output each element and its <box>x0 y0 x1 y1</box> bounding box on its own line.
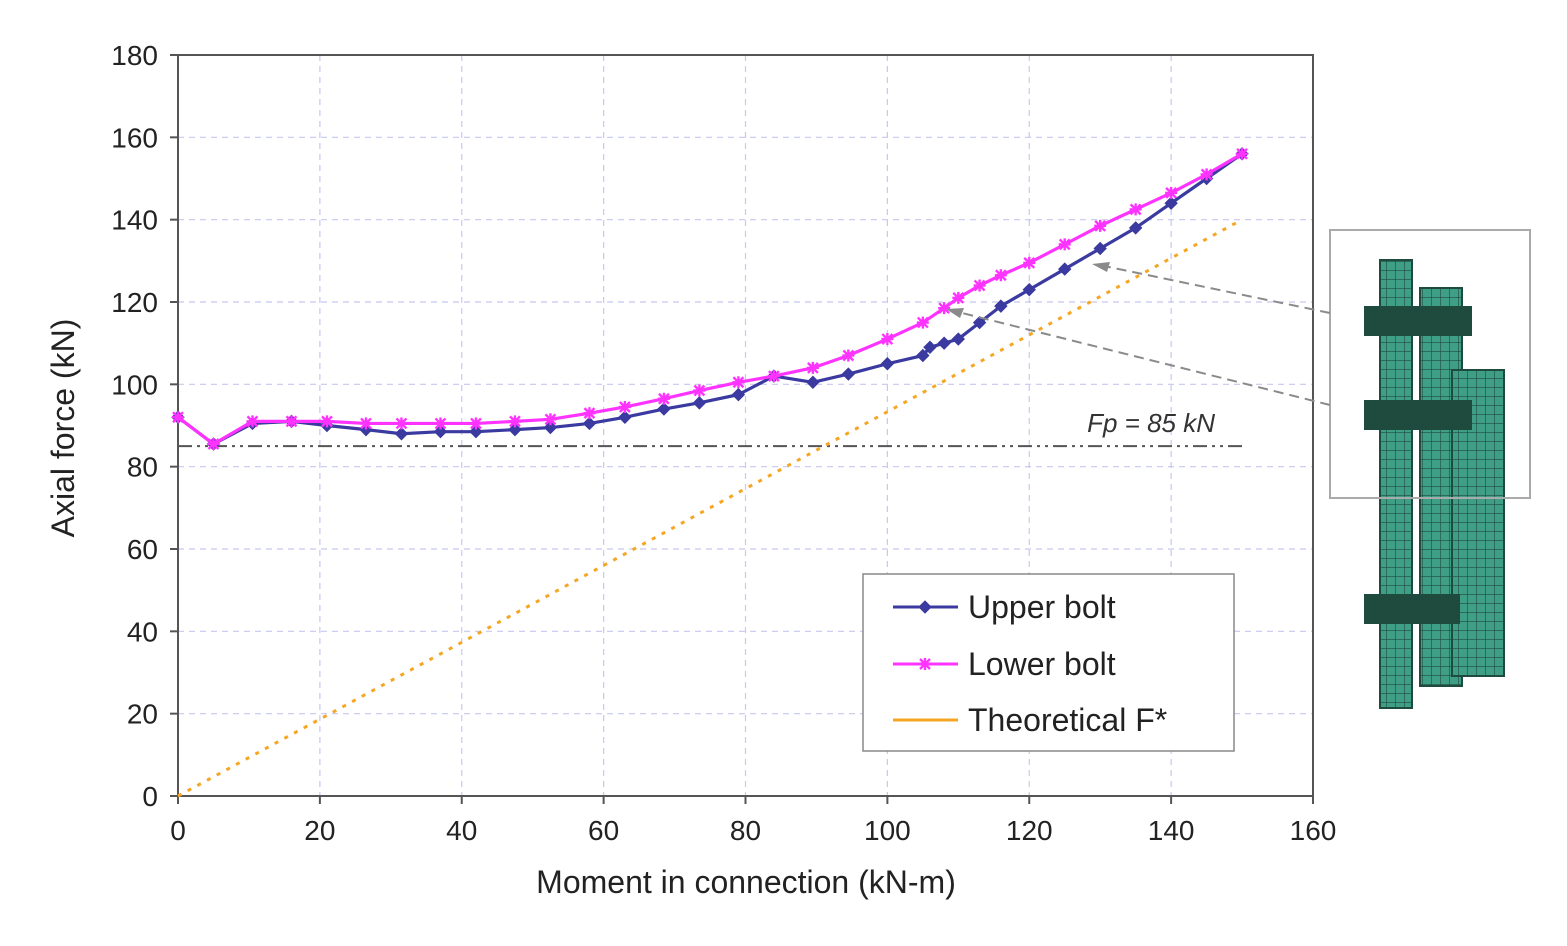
y-tick-label: 140 <box>111 205 158 236</box>
data-point-lower-bolt <box>320 415 333 428</box>
data-point-lower-bolt <box>916 316 929 329</box>
y-tick-label: 100 <box>111 369 158 400</box>
x-tick-label: 0 <box>170 815 186 846</box>
data-point-upper-bolt <box>841 367 856 381</box>
data-point-lower-bolt <box>1094 219 1107 232</box>
data-point-lower-bolt <box>469 417 482 430</box>
data-point-upper-bolt <box>1058 262 1072 276</box>
data-point-lower-bolt <box>359 417 372 430</box>
series-layer <box>171 147 1249 798</box>
y-tick-label: 180 <box>111 40 158 71</box>
data-point-lower-bolt <box>207 438 220 451</box>
x-tick-label: 120 <box>1006 815 1053 846</box>
y-tick-label: 60 <box>127 534 158 565</box>
x-tick-label: 80 <box>730 815 761 846</box>
fe-mesh-image <box>1364 259 1505 709</box>
data-point-lower-bolt <box>732 376 745 389</box>
data-point-lower-bolt <box>172 411 184 424</box>
data-point-upper-bolt <box>543 420 558 435</box>
data-point-upper-bolt <box>916 348 930 363</box>
data-point-lower-bolt <box>285 415 298 428</box>
data-point-lower-bolt <box>544 413 557 426</box>
data-point-upper-bolt <box>394 427 409 441</box>
data-point-lower-bolt <box>1200 168 1213 181</box>
y-tick-label: 40 <box>127 616 158 647</box>
data-point-lower-bolt <box>881 333 894 346</box>
data-point-lower-bolt <box>693 384 706 397</box>
legend-marker-upper-bolt <box>918 600 932 614</box>
data-point-upper-bolt <box>692 396 707 410</box>
x-tick-label: 20 <box>304 815 335 846</box>
data-point-lower-bolt <box>767 370 780 383</box>
data-point-upper-bolt <box>972 315 987 330</box>
data-point-upper-bolt <box>806 375 820 389</box>
data-point-lower-bolt <box>1236 147 1249 160</box>
mesh-inset <box>946 229 1531 709</box>
y-tick-label: 120 <box>111 287 158 318</box>
data-point-upper-bolt <box>657 402 671 416</box>
x-tick-label: 140 <box>1148 815 1195 846</box>
fp-annotation: Fp = 85 kN <box>1087 408 1215 438</box>
data-point-lower-bolt <box>434 417 447 430</box>
data-point-lower-bolt <box>806 361 819 374</box>
y-tick-label: 80 <box>127 452 158 483</box>
data-point-lower-bolt <box>938 302 951 315</box>
leader-line-upper <box>1103 265 1331 314</box>
x-tick-label: 100 <box>864 815 911 846</box>
data-point-upper-bolt <box>469 424 483 439</box>
axes-layer: 0 20 40 60 80 100 120 140 160 0 20 40 60 80 100 120 140 1… <box>111 40 1336 846</box>
data-point-upper-bolt <box>582 416 597 431</box>
data-point-upper-bolt <box>433 424 448 439</box>
data-point-upper-bolt <box>880 357 895 371</box>
y-tick-label: 0 <box>142 781 158 812</box>
legend-marker-lower-bolt <box>919 658 931 670</box>
y-axis-label: Axial force (kN) <box>45 319 81 538</box>
data-point-lower-bolt <box>994 269 1007 282</box>
data-point-lower-bolt <box>395 417 408 430</box>
y-tick-label: 20 <box>127 699 158 730</box>
data-point-lower-bolt <box>508 415 521 428</box>
data-point-lower-bolt <box>952 291 965 304</box>
y-tick-label: 160 <box>111 122 158 153</box>
data-point-upper-bolt <box>994 299 1008 313</box>
data-point-upper-bolt <box>1128 221 1143 235</box>
data-point-lower-bolt <box>246 415 259 428</box>
x-tick-label: 40 <box>446 815 477 846</box>
data-point-lower-bolt <box>1023 256 1036 269</box>
data-point-upper-bolt <box>1022 282 1036 297</box>
data-point-lower-bolt <box>973 279 986 292</box>
data-point-upper-bolt <box>1093 241 1107 256</box>
data-point-lower-bolt <box>1165 186 1178 199</box>
data-point-lower-bolt <box>1129 203 1142 216</box>
data-point-upper-bolt <box>923 340 937 354</box>
inset-frame <box>1329 229 1531 499</box>
data-point-upper-bolt <box>618 410 632 424</box>
data-point-lower-bolt <box>618 400 631 413</box>
legend: Upper bolt Lower bolt Theoretical F* <box>862 573 1235 752</box>
data-point-upper-bolt <box>731 387 746 402</box>
x-axis-label: Moment in connection (kN-m) <box>536 864 956 900</box>
x-tick-label: 160 <box>1290 815 1337 846</box>
data-point-lower-bolt <box>657 392 670 405</box>
legend-label-lower-bolt: Lower bolt <box>968 646 1116 682</box>
data-point-lower-bolt <box>1058 238 1071 251</box>
data-point-upper-bolt <box>951 332 966 346</box>
legend-label-theoretical: Theoretical F* <box>968 702 1167 738</box>
leader-arrow-lower <box>946 308 964 318</box>
data-point-lower-bolt <box>583 407 596 420</box>
x-tick-label: 60 <box>588 815 619 846</box>
leader-arrow-upper <box>1092 262 1110 272</box>
data-point-upper-bolt <box>1164 196 1178 210</box>
data-point-lower-bolt <box>842 349 855 362</box>
data-point-upper-bolt <box>508 422 522 437</box>
data-point-upper-bolt <box>937 336 951 350</box>
legend-label-upper-bolt: Upper bolt <box>968 589 1116 625</box>
series-line-theoretical <box>177 218 1243 798</box>
